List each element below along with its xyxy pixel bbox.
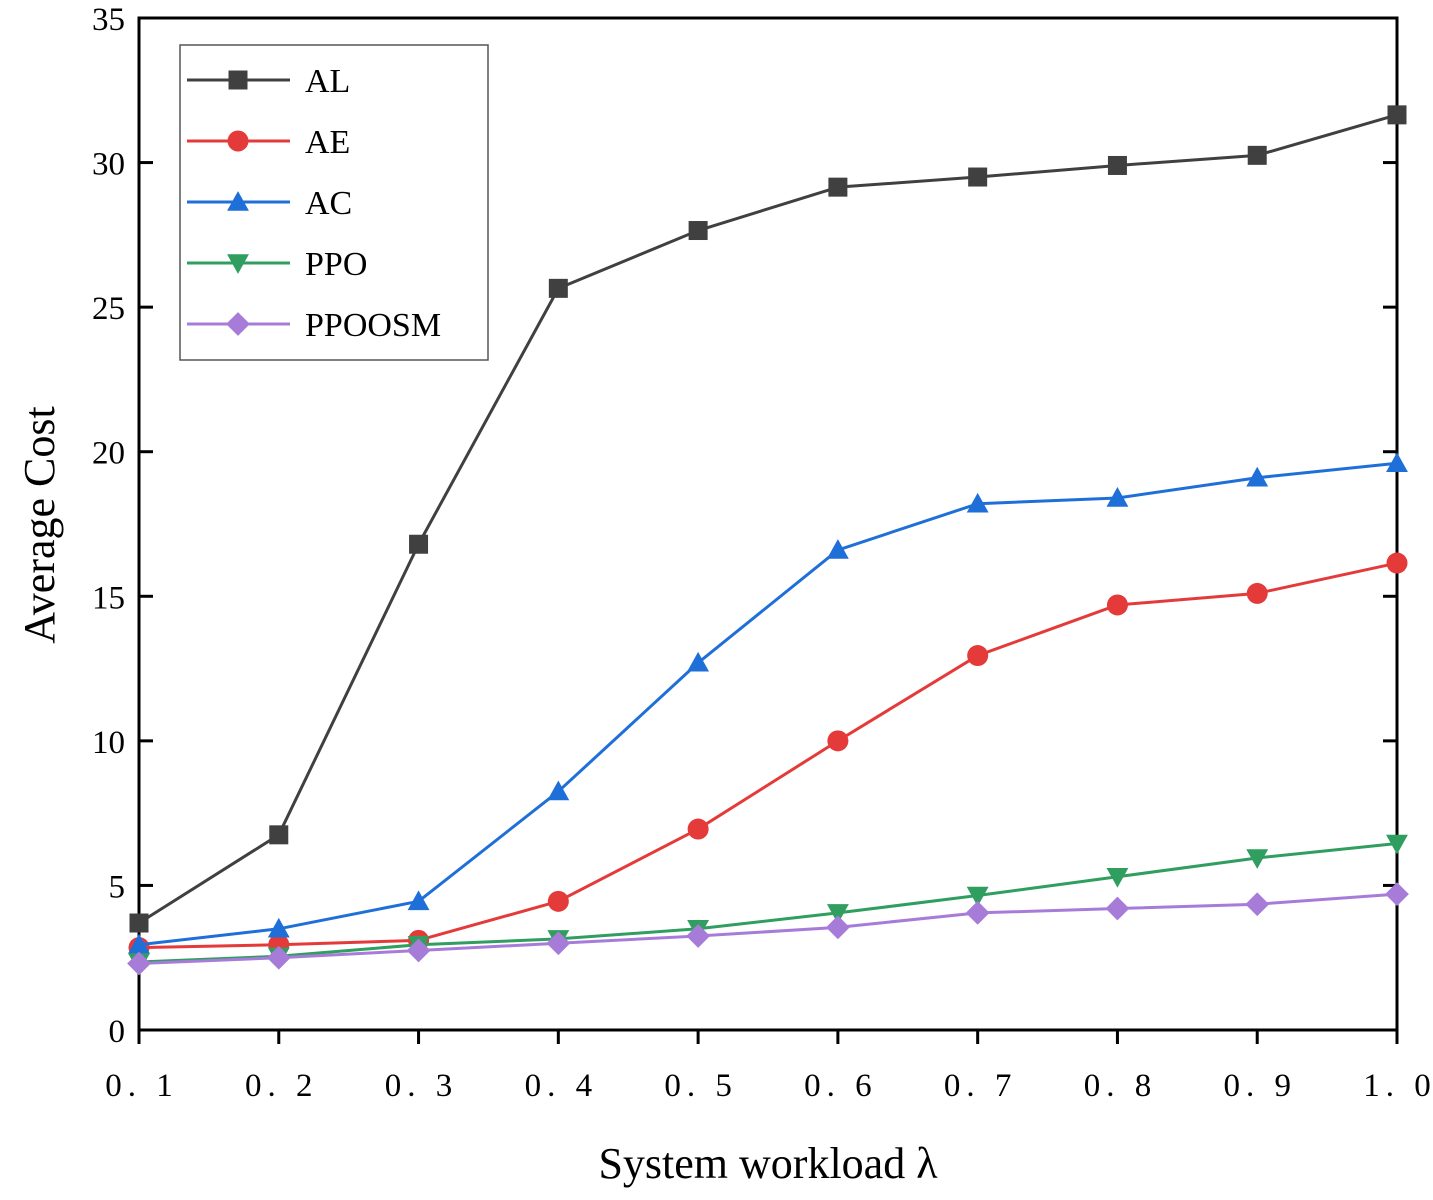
x-axis-title: System workload λ bbox=[598, 1139, 938, 1188]
data-point-al bbox=[129, 913, 149, 933]
data-point-ppo bbox=[826, 904, 849, 924]
legend-marker-al bbox=[228, 70, 248, 90]
legend-label-ac: AC bbox=[305, 185, 352, 222]
data-point-ppoosm bbox=[686, 924, 710, 948]
data-point-ac bbox=[966, 492, 989, 513]
y-tick-label: 35 bbox=[92, 2, 125, 38]
plot-frame bbox=[137, 16, 1399, 1032]
data-point-ae bbox=[967, 645, 989, 667]
data-point-al bbox=[1107, 155, 1127, 175]
legend-item-ae: AE bbox=[187, 124, 350, 161]
data-point-al bbox=[688, 221, 708, 241]
y-tick-label: 15 bbox=[92, 580, 125, 616]
data-point-al bbox=[1387, 105, 1407, 125]
data-point-ppo bbox=[1386, 834, 1408, 855]
legend: AL AE AC PPO PPOOSM bbox=[179, 44, 489, 361]
data-point-ppoosm bbox=[546, 931, 571, 956]
legend-label-al: AL bbox=[305, 63, 350, 100]
x-tick-label: 0. 9 bbox=[1223, 1068, 1297, 1104]
series-ac bbox=[128, 452, 1408, 954]
legend-label-ae: AE bbox=[305, 124, 350, 161]
legend-label-ppo: PPO bbox=[305, 246, 367, 283]
data-point-ppoosm bbox=[406, 938, 431, 963]
data-point-al bbox=[548, 278, 568, 298]
x-tick-label: 0. 8 bbox=[1084, 1068, 1158, 1104]
data-point-al bbox=[409, 534, 429, 554]
data-point-ae bbox=[547, 890, 569, 912]
series-line-ppo bbox=[138, 842, 1398, 964]
data-point-al bbox=[968, 167, 988, 187]
data-point-al bbox=[828, 177, 848, 197]
legend-item-al: AL bbox=[187, 63, 350, 100]
legend-item-ppo: PPO bbox=[187, 246, 367, 283]
data-point-ppoosm bbox=[965, 901, 990, 925]
axes: 0 5 10 15 20 25 30 35 0. 1 0. 2 0. 3 0. 4 0. 5 0. 6 0.… bbox=[92, 2, 1433, 1104]
legend-marker-ppo bbox=[227, 254, 249, 274]
data-point-ppoosm bbox=[826, 915, 850, 940]
data-point-ac bbox=[826, 539, 849, 559]
legend-marker-ppoosm bbox=[226, 312, 250, 336]
series-line-ac bbox=[138, 461, 1398, 947]
legend-marker-ae bbox=[227, 130, 249, 152]
data-point-al bbox=[269, 825, 289, 845]
data-point-ppoosm bbox=[266, 945, 291, 970]
data-point-ac bbox=[1246, 466, 1269, 487]
data-point-ac bbox=[1386, 452, 1408, 473]
y-tick-label: 20 bbox=[92, 436, 125, 472]
data-point-ac bbox=[547, 780, 570, 801]
series-layer bbox=[127, 105, 1409, 976]
x-tick-label: 0. 1 bbox=[105, 1068, 179, 1104]
data-point-ae bbox=[1106, 594, 1128, 616]
y-axis-title: Average Cost bbox=[15, 406, 64, 643]
series-line-al bbox=[138, 113, 1398, 925]
y-tick-label: 10 bbox=[92, 725, 125, 761]
x-tick-label: 0. 7 bbox=[944, 1068, 1018, 1104]
data-point-ppoosm bbox=[127, 951, 151, 976]
legend-item-ac: AC bbox=[187, 185, 352, 222]
x-tick-label: 0. 3 bbox=[385, 1068, 459, 1104]
legend-marker-ac bbox=[227, 191, 249, 211]
data-point-ppo bbox=[1106, 868, 1129, 888]
series-ppoosm bbox=[127, 882, 1409, 976]
data-point-ac bbox=[687, 651, 710, 672]
data-point-ppoosm bbox=[1105, 896, 1130, 921]
y-tick-label: 30 bbox=[92, 147, 125, 183]
series-ppo bbox=[128, 834, 1408, 973]
x-tick-label: 0. 4 bbox=[525, 1068, 599, 1104]
data-point-ae bbox=[687, 818, 709, 840]
y-tick-label: 0 bbox=[109, 1014, 126, 1050]
data-point-ac bbox=[267, 917, 290, 938]
data-point-ae bbox=[1386, 552, 1408, 574]
series-al bbox=[129, 105, 1407, 933]
data-point-ppo bbox=[1246, 849, 1269, 869]
x-tick-label: 1. 0 bbox=[1363, 1068, 1433, 1104]
x-tick-label: 0. 6 bbox=[804, 1068, 878, 1104]
data-point-al bbox=[1247, 145, 1267, 165]
y-tick-label: 25 bbox=[92, 291, 125, 327]
legend-label-ppoosm: PPOOSM bbox=[305, 307, 441, 344]
data-point-ae bbox=[827, 730, 849, 752]
x-tick-label: 0. 2 bbox=[245, 1068, 319, 1104]
series-line-ae bbox=[138, 561, 1398, 950]
data-point-ppoosm bbox=[1385, 882, 1409, 906]
data-point-ppoosm bbox=[1245, 892, 1270, 917]
data-point-ac bbox=[1106, 487, 1129, 507]
x-tick-label: 0. 5 bbox=[664, 1068, 738, 1104]
data-point-ppo bbox=[966, 886, 989, 907]
series-line-ppoosm bbox=[138, 892, 1398, 965]
data-point-ac bbox=[407, 890, 430, 911]
data-point-ac bbox=[128, 933, 150, 954]
data-point-ae bbox=[1246, 582, 1268, 604]
series-ae bbox=[128, 552, 1408, 959]
legend-item-ppoosm: PPOOSM bbox=[187, 307, 441, 344]
y-tick-label: 5 bbox=[109, 869, 126, 905]
